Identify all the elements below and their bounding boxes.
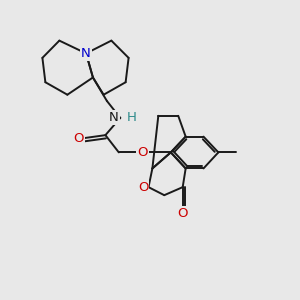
Text: O: O bbox=[138, 181, 148, 194]
Text: H: H bbox=[127, 111, 137, 124]
Text: O: O bbox=[177, 207, 188, 220]
Text: O: O bbox=[137, 146, 148, 159]
Text: O: O bbox=[74, 132, 84, 145]
Text: N: N bbox=[109, 111, 118, 124]
Text: N: N bbox=[81, 47, 91, 60]
